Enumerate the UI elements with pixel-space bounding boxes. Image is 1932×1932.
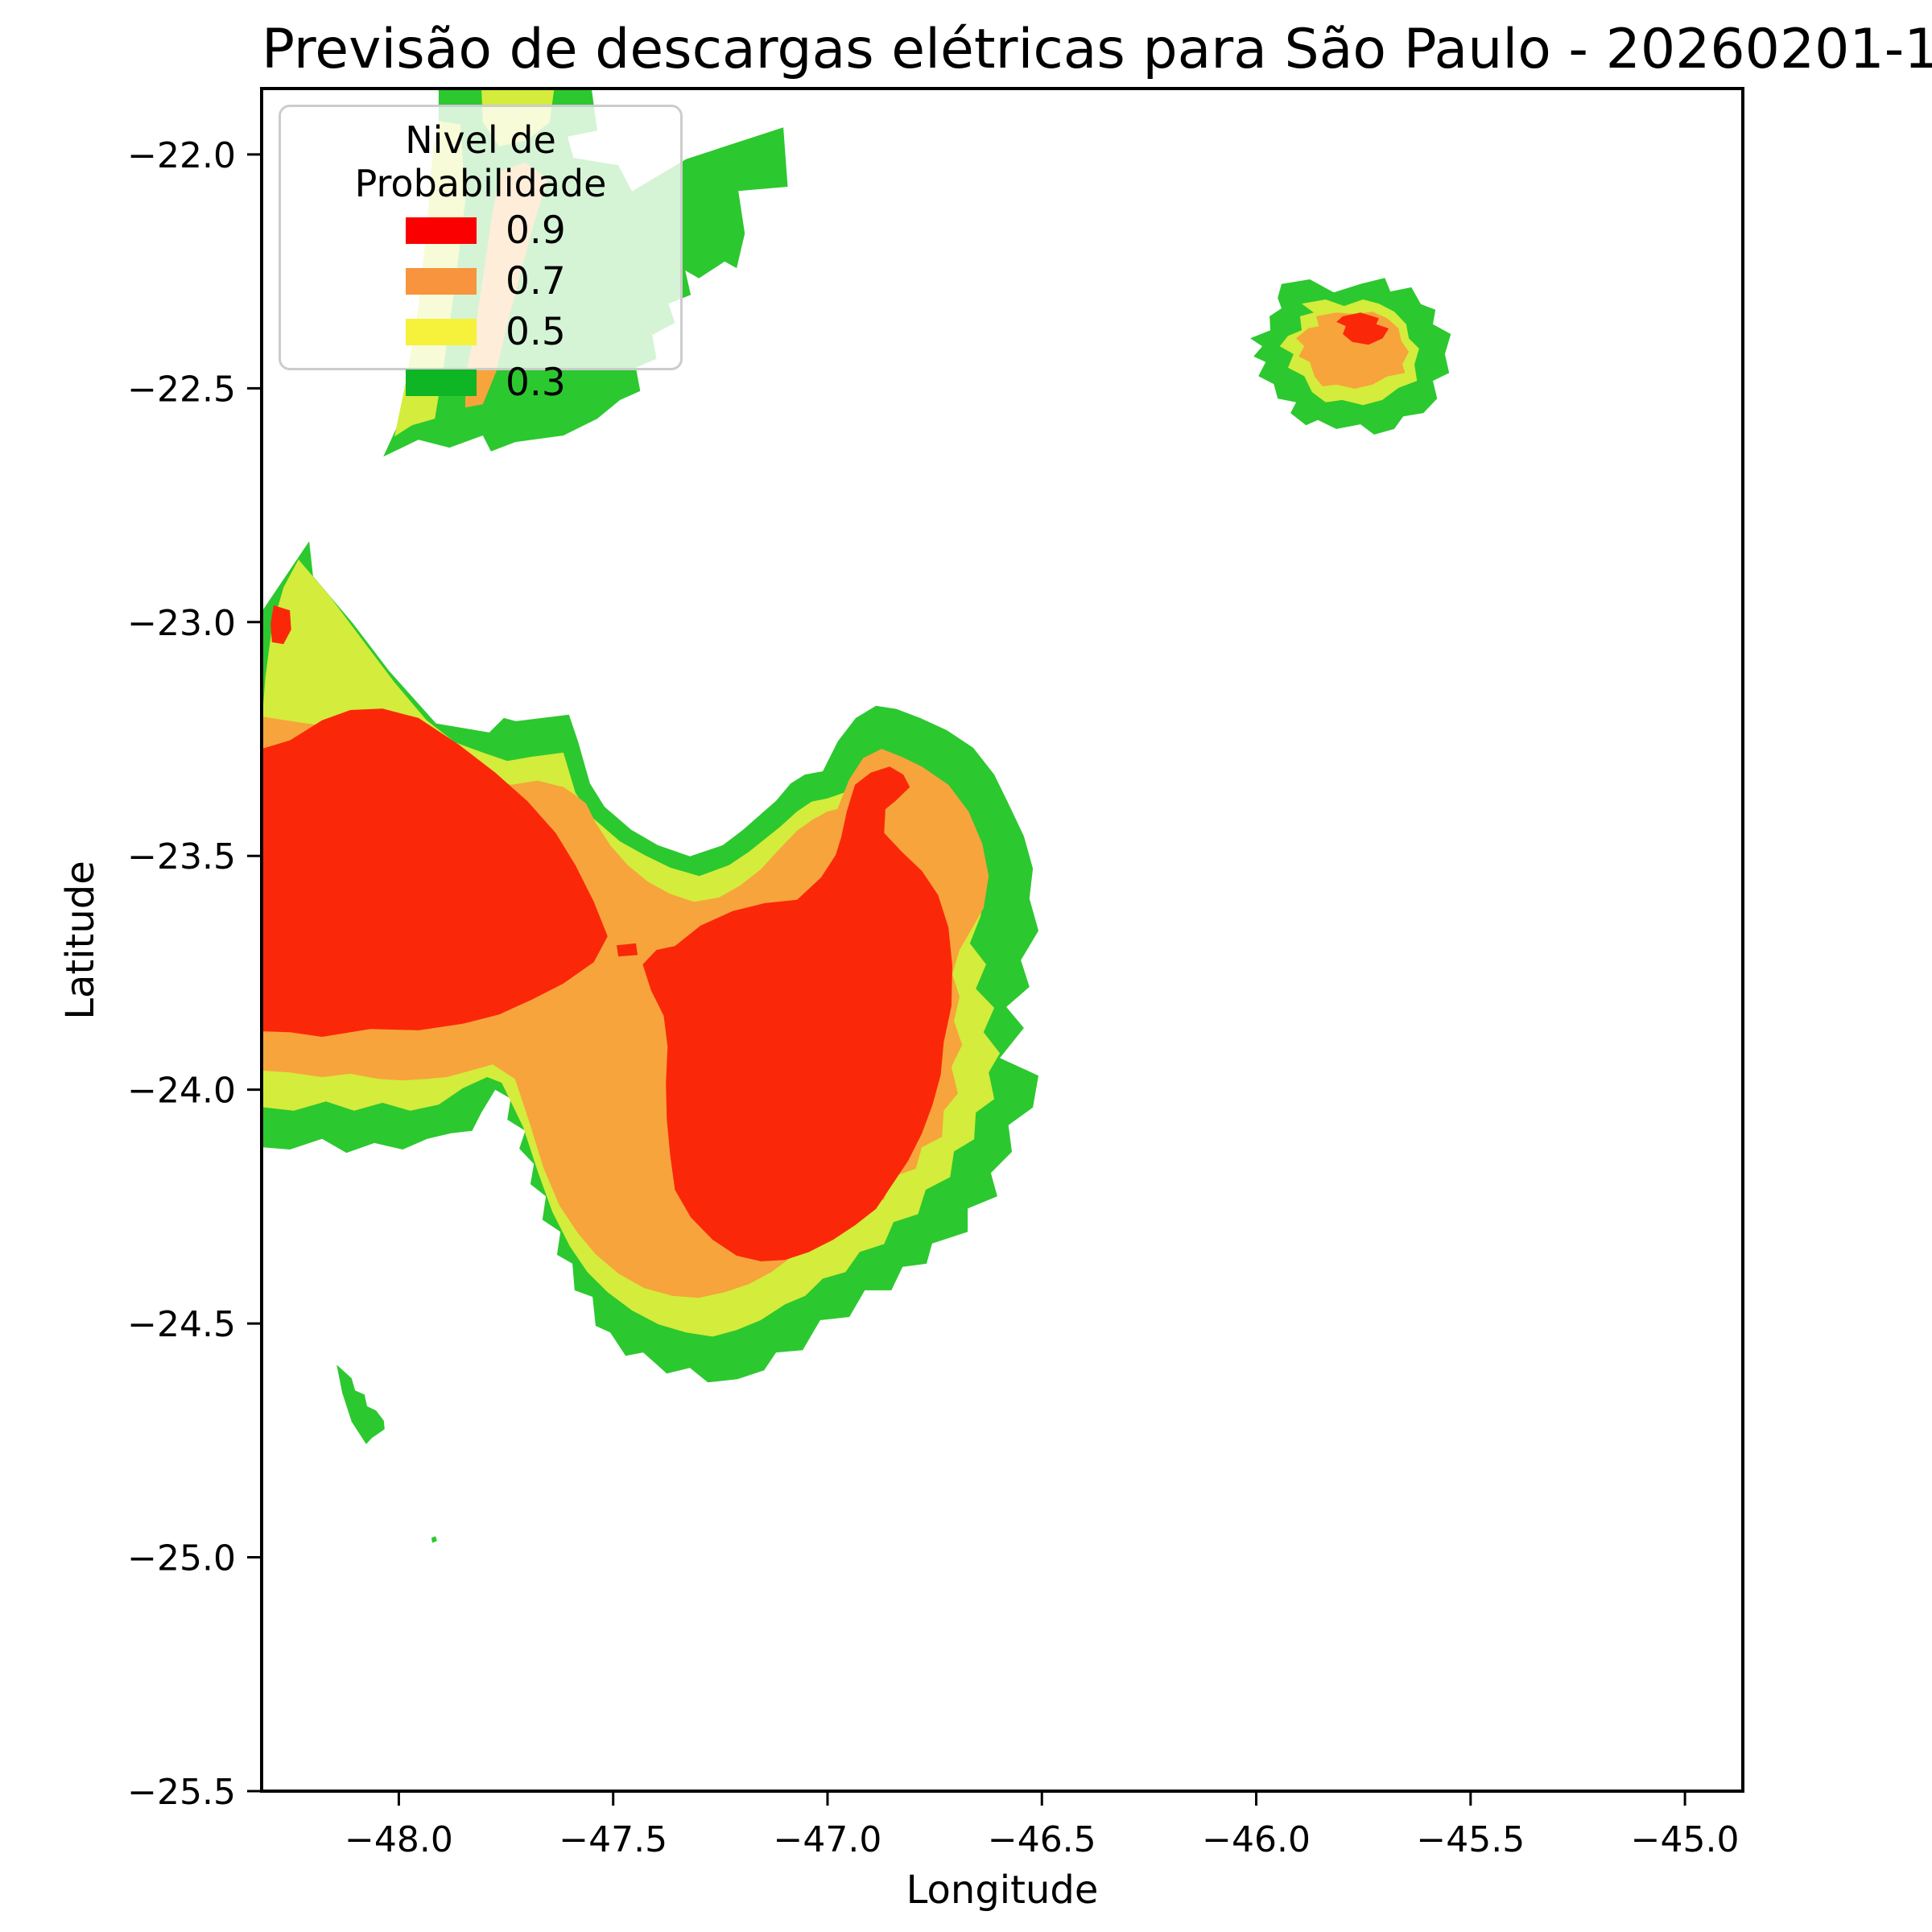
- y-tick-label: −24.5: [127, 1304, 236, 1345]
- legend-swatch-0.9: [406, 217, 477, 244]
- legend: Nivel de Probabilidade 0.9 0.7 0.5 0.3: [279, 105, 683, 405]
- y-tick-label: −24.0: [127, 1071, 236, 1112]
- contour-region-west-edge-spot-p09: [270, 605, 291, 645]
- legend-label: 0.9: [506, 208, 566, 253]
- legend-swatch-0.7: [406, 268, 477, 295]
- x-tick-label: −47.0: [774, 1819, 882, 1860]
- y-tick-label: −23.0: [127, 603, 236, 644]
- legend-label: 0.3: [506, 361, 566, 405]
- x-tick-label: −46.5: [988, 1819, 1096, 1860]
- y-tick-label: −25.5: [127, 1772, 236, 1813]
- contour-region-west-core-p09: [262, 708, 608, 1037]
- page-title: Previsão de descargas elétricas para São…: [262, 18, 1932, 81]
- x-tick-label: −46.0: [1202, 1819, 1311, 1860]
- legend-label: 0.5: [506, 310, 566, 354]
- legend-label: 0.7: [506, 259, 566, 303]
- legend-swatch-0.5: [406, 319, 477, 345]
- y-tick-label: −22.0: [127, 135, 236, 176]
- contour-region-southwest-sliver-p03: [336, 1364, 385, 1444]
- legend-entry: 0.7: [406, 256, 680, 307]
- x-tick-label: −48.0: [345, 1819, 453, 1860]
- y-tick-label: −25.0: [127, 1538, 236, 1579]
- x-tick-label: −47.5: [559, 1819, 667, 1860]
- x-tick-label: −45.5: [1416, 1819, 1525, 1860]
- legend-entry: 0.9: [406, 205, 680, 256]
- legend-entry: 0.5: [406, 307, 680, 357]
- contour-region-bridge-dash-p09: [617, 943, 638, 957]
- contour-region-east-core-p09: [642, 766, 952, 1261]
- legend-swatch-0.3: [406, 369, 477, 396]
- contour-region-northeast-cell-p09: [1336, 312, 1389, 345]
- x-tick-label: −45.0: [1631, 1819, 1740, 1860]
- x-axis-label: Longitude: [906, 1868, 1099, 1913]
- contour-regions: [262, 89, 1451, 1543]
- legend-title: Nivel de Probabilidade: [354, 118, 607, 205]
- y-tick-label: −23.5: [127, 836, 236, 877]
- contour-region-south-speck-p03: [431, 1536, 437, 1543]
- y-axis-label: Latitude: [58, 861, 103, 1020]
- plot-border: [260, 87, 1744, 1793]
- legend-entry: 0.3: [406, 357, 680, 408]
- y-tick-label: −22.5: [127, 369, 236, 410]
